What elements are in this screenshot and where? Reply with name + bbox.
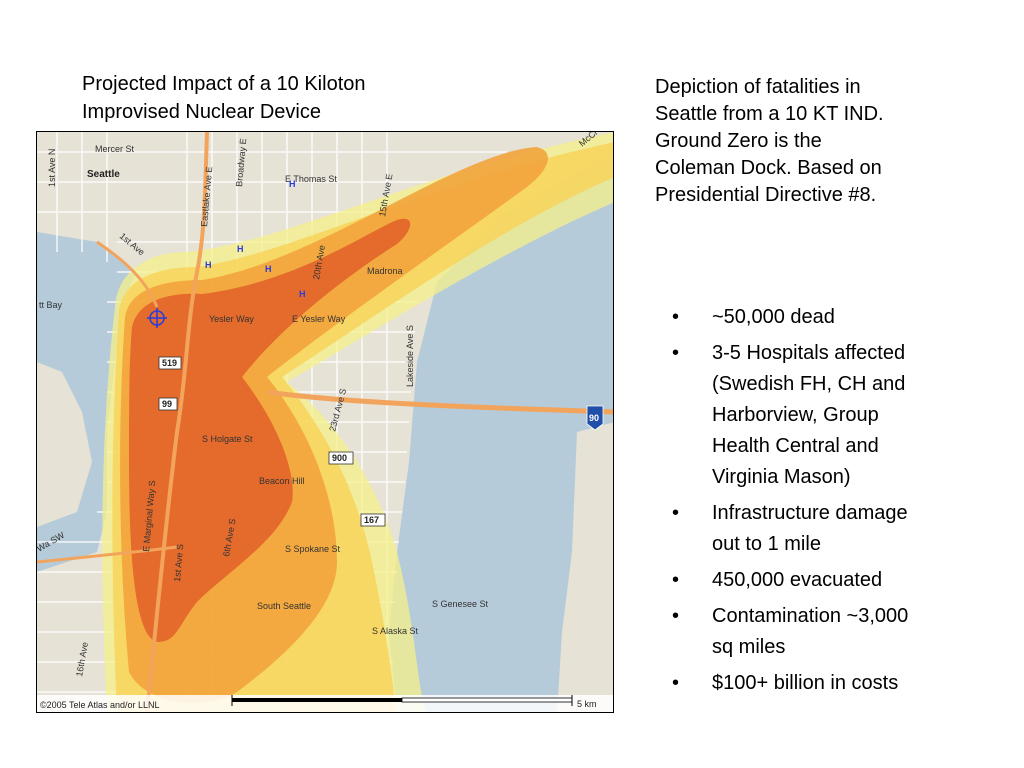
- svg-text:99: 99: [162, 399, 172, 409]
- label-lakeside: Lakeside Ave S: [405, 325, 415, 387]
- svg-text:519: 519: [162, 358, 177, 368]
- label-broadway: Broadway E: [234, 138, 248, 187]
- map-svg: Mercer St Seattle E Thomas St 1st Ave N …: [37, 132, 613, 712]
- hospital-marker: H: [265, 264, 272, 274]
- highways: [37, 132, 613, 712]
- hospital-marker: H: [289, 179, 296, 189]
- label-e-yesler: E Yesler Way: [292, 314, 346, 324]
- desc-line-1: Depiction of fatalities in: [655, 76, 861, 98]
- scale-label: 5 km: [577, 699, 597, 709]
- label-holgate: S Holgate St: [202, 434, 253, 444]
- scale-bar: 5 km: [231, 695, 597, 709]
- land-west: [37, 362, 92, 527]
- label-south-seattle: South Seattle: [257, 601, 311, 611]
- shield-167: 167: [360, 513, 386, 527]
- svg-text:900: 900: [332, 453, 347, 463]
- desc-line-2: Seattle from a 10 KT IND.: [655, 103, 884, 125]
- desc-line-4: Coleman Dock. Based on: [655, 157, 882, 179]
- svg-text:90: 90: [589, 413, 599, 423]
- label-thomas: E Thomas St: [285, 174, 337, 184]
- label-seattle: Seattle: [87, 169, 120, 180]
- label-1st-ave-n: 1st Ave N: [47, 149, 57, 187]
- map-description: Depiction of fatalities in Seattle from …: [655, 74, 985, 209]
- bullet-hospitals: • 3-5 Hospitals affected (Swedish FH, CH…: [672, 338, 1002, 493]
- label-1st-ave-s: 1st Ave S: [172, 544, 185, 583]
- bullet-costs: • $100+ billion in costs: [672, 668, 1002, 699]
- bullet-dot: •: [672, 672, 680, 694]
- impact-bullet-list: • ~50,000 dead • 3-5 Hospitals affected …: [672, 302, 1002, 704]
- map-copyright: ©2005 Tele Atlas and/or LLNL: [40, 700, 160, 710]
- shield-519: 519: [158, 356, 182, 370]
- impact-map[interactable]: Mercer St Seattle E Thomas St 1st Ave N …: [36, 131, 614, 713]
- high-fatality-zone: [129, 218, 411, 642]
- label-mercer: Mercer St: [95, 144, 135, 154]
- hospital-marker: H: [299, 289, 306, 299]
- ground-zero-crosshair-icon[interactable]: [147, 308, 167, 328]
- bullet-evacuated: • 450,000 evacuated: [672, 565, 1002, 596]
- shield-900: 900: [328, 451, 354, 465]
- hospital-marker: H: [237, 244, 244, 254]
- bullet-dot: •: [672, 569, 680, 591]
- label-spokane: S Spokane St: [285, 544, 341, 554]
- title-line-2: Improvised Nuclear Device: [82, 101, 321, 123]
- label-bay: tt Bay: [39, 300, 63, 310]
- shield-99: 99: [158, 397, 178, 411]
- label-yesler: Yesler Way: [209, 314, 254, 324]
- shield-90: 90: [586, 405, 604, 431]
- title-line-1: Projected Impact of a 10 Kiloton: [82, 73, 366, 95]
- land-island: [557, 422, 613, 712]
- hospital-marker: H: [205, 260, 212, 270]
- label-alaska: S Alaska St: [372, 626, 419, 636]
- bullet-dot: •: [672, 342, 680, 364]
- bullet-infrastructure: • Infrastructure damage out to 1 mile: [672, 498, 1002, 560]
- svg-text:167: 167: [364, 515, 379, 525]
- bullet-dot: •: [672, 605, 680, 627]
- bullet-dot: •: [672, 306, 680, 328]
- desc-line-5: Presidential Directive #8.: [655, 184, 877, 206]
- bullet-dot: •: [672, 502, 680, 524]
- slide-title: Projected Impact of a 10 Kiloton Improvi…: [82, 70, 462, 126]
- label-beacon: Beacon Hill: [259, 476, 305, 486]
- label-genesee: S Genesee St: [432, 599, 489, 609]
- label-madrona: Madrona: [367, 266, 403, 276]
- bullet-dead: • ~50,000 dead: [672, 302, 1002, 333]
- bullet-contamination: • Contamination ~3,000 sq miles: [672, 601, 1002, 663]
- desc-line-3: Ground Zero is the: [655, 130, 822, 152]
